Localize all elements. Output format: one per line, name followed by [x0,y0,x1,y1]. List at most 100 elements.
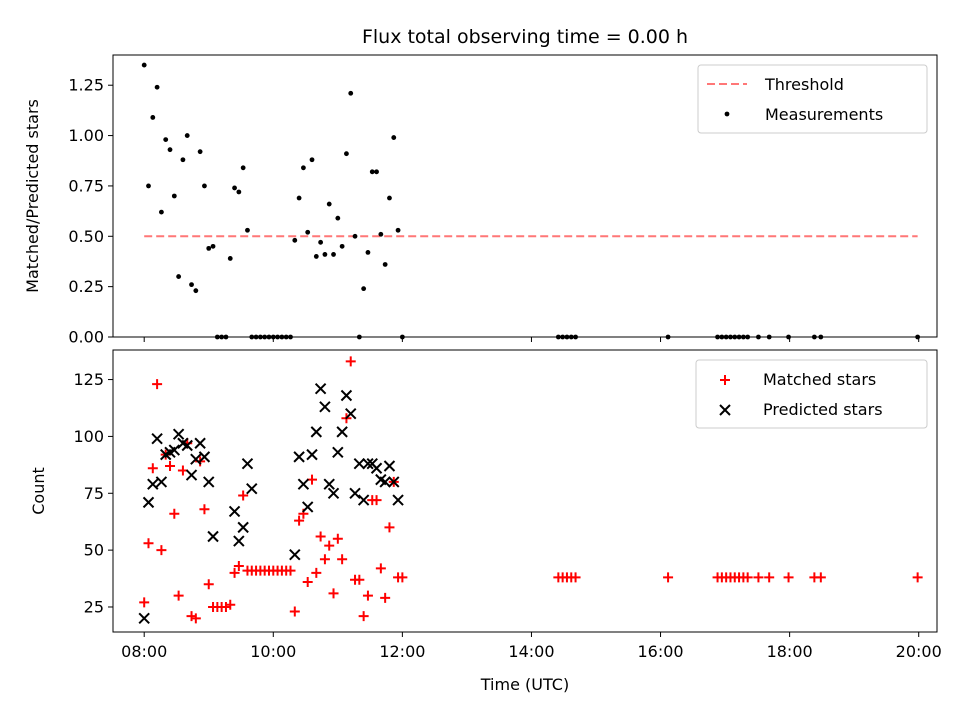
legend-frame [697,64,928,134]
top-axes-frame [112,54,938,338]
x-tick-label: 10:00 [250,642,296,661]
legend-frame [695,359,928,429]
measurement-point [344,151,349,157]
measurement-point [210,243,216,249]
matched-point [173,590,184,601]
y-tick-label: 75 [84,484,104,503]
measurement-point [159,209,164,215]
x-tick-label: 14:00 [508,642,554,661]
predicted-point [172,428,185,440]
predicted-point [345,407,357,420]
measurement-point [301,165,306,171]
predicted-point [310,426,323,438]
measurement-point [352,233,358,239]
measurement-point [313,254,319,259]
measurement-point [176,274,182,279]
predicted-point [323,478,335,490]
bottom-panel: 25 50 75 100 125 08:00 10:00 12:00 14:00 16:00 18:… [29,349,942,661]
matched-point [203,579,214,590]
matched-point [371,495,382,506]
bottom-axes-frame [112,349,938,633]
predicted-point [301,501,314,513]
measurement-point [197,149,203,155]
predicted-point [203,476,215,488]
measurement-point [361,286,367,292]
measurement-point [167,147,173,153]
matched-point [143,538,154,549]
y-tick-label: 0.25 [68,277,104,296]
matched-point [384,522,395,533]
matched-point [764,572,775,583]
predicted-point [370,462,383,474]
top-panel: 0.00 0.25 0.50 0.75 1.00 1.25 Matched/Predicte… [23,54,938,347]
bottom-legend: Matched stars Predicted stars [695,359,928,429]
measurement-point [227,256,233,261]
measurement-point [232,185,237,191]
predicted-point [293,451,305,463]
matched-point [156,545,167,556]
matched-point [190,613,201,624]
matched-point [294,515,305,526]
y-tick-label: 100 [73,427,104,446]
measurement-point [146,183,151,189]
predicted-point [151,432,163,445]
measurement-point [326,201,332,207]
matched-point [663,572,674,583]
matched-point [152,379,163,390]
predicted-point [340,389,353,402]
legend-matched-swatch [720,375,730,385]
matched-point [328,588,339,599]
matched-point [238,490,249,501]
predicted-point [314,382,327,395]
y-tick-label: 125 [73,370,104,389]
y-tick-label: 0.75 [68,176,104,195]
matched-point [147,463,158,474]
measurement-point [150,115,156,120]
top-y-axis-label: Matched/Predicted stars [23,99,42,293]
x-tick-label: 08:00 [121,642,167,661]
legend-predicted-swatch [719,404,731,416]
predicted-point [336,426,348,438]
series-matched-stars [139,356,923,624]
matched-point [319,554,330,565]
predicted-point [297,478,310,490]
matched-point [165,460,176,471]
matched-point [315,531,326,542]
predicted-point [185,469,198,481]
measurement-point [184,133,190,138]
measurement-point [240,165,246,171]
matched-point [311,567,322,578]
measurement-point [387,195,392,201]
y-tick-label: 1.25 [68,76,104,95]
matched-point [199,504,210,515]
matched-point [345,356,356,367]
predicted-point [237,521,249,534]
predicted-point [194,437,206,449]
predicted-point [246,483,258,495]
measurement-point [292,237,298,243]
matched-point [783,572,794,583]
measurement-point [382,262,388,267]
matched-point [815,572,826,583]
measurement-point [339,243,345,249]
predicted-point [392,494,404,506]
measurement-point [309,157,315,163]
measurement-point [193,288,199,294]
matched-point [289,606,300,617]
matched-point [358,611,369,622]
measurement-point [202,183,207,189]
y-tick-label: 0.00 [68,328,104,347]
measurement-point [348,90,354,96]
top-legend: Threshold Measurements [697,64,928,134]
y-tick-label: 50 [84,541,104,560]
x-tick-label: 18:00 [767,642,813,661]
matched-point [169,508,180,519]
measurement-point [141,62,147,68]
predicted-point [362,458,374,470]
measurement-point [378,231,384,237]
predicted-point [319,401,331,413]
matched-point [229,567,240,578]
series-predicted-stars [138,382,404,625]
x-tick-label: 12:00 [379,642,425,661]
predicted-point [327,487,340,499]
